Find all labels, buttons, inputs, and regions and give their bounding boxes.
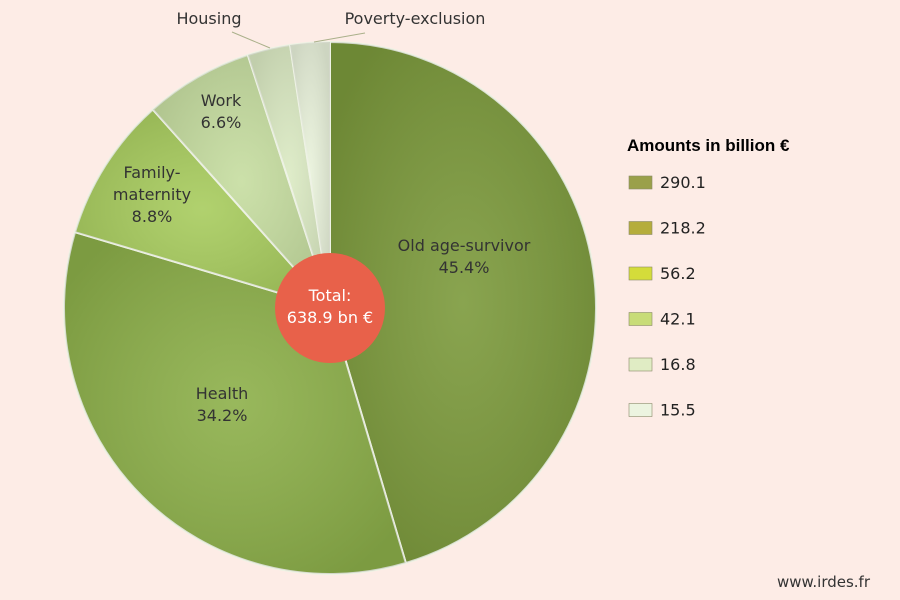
outer-label-4: Housing	[176, 9, 241, 28]
legend-value-5: 15.5	[660, 401, 696, 420]
pie-slice-labels: Old age-survivor 45.4% Health 34.2% Family-m…	[113, 91, 531, 425]
slice-label-2-line-3: 8.8%	[132, 207, 173, 226]
slice-label-0-line-1: Old age-survivor	[398, 236, 531, 255]
legend-title: Amounts in billion €	[627, 136, 790, 155]
total-badge: Total: 638.9 bn €	[275, 253, 385, 363]
pie-slice-shade-5	[290, 42, 330, 308]
slice-label-3-line-2: 6.6%	[201, 113, 242, 132]
leader-line-5	[313, 32, 366, 43]
pie-slice-shade-3	[152, 55, 330, 308]
legend-swatch-1	[628, 221, 653, 235]
legend: Amounts in billion € 290.1 218.2 56.2 42.1 1…	[627, 136, 790, 420]
legend-value-4: 16.8	[660, 355, 696, 374]
legend-value-3: 42.1	[660, 310, 696, 329]
legend-value-1: 218.2	[660, 219, 706, 238]
legend-swatch-2	[628, 266, 653, 281]
leader-line-4	[231, 31, 271, 49]
slice-label-1-line-1: Health	[196, 384, 249, 403]
slice-label-2-line-2: maternity	[113, 185, 191, 204]
pie-slice-shade-2	[75, 109, 330, 309]
slice-label-0-line-2: 45.4%	[439, 258, 490, 277]
pie-slice-shade-0	[330, 42, 597, 563]
slice-label-2-line-1: Family-	[124, 163, 181, 182]
pie-outer-labels: Housing Poverty-exclusion	[176, 9, 486, 49]
legend-value-2: 56.2	[660, 264, 696, 283]
total-circle	[275, 253, 385, 363]
source-label: www.irdes.fr	[777, 573, 871, 591]
legend-swatch-4	[628, 357, 653, 372]
legend-swatch-5	[628, 403, 653, 417]
legend-swatch-0	[628, 175, 653, 190]
total-label-line-2: 638.9 bn €	[287, 308, 373, 327]
slice-label-1-line-2: 34.2%	[197, 406, 248, 425]
pie-slice-shade-4	[247, 45, 330, 308]
outer-label-5: Poverty-exclusion	[345, 9, 486, 28]
legend-swatch-3	[628, 312, 653, 326]
legend-value-0: 290.1	[660, 173, 706, 192]
slice-label-3-line-1: Work	[201, 91, 242, 110]
total-label-line-1: Total:	[308, 286, 352, 305]
